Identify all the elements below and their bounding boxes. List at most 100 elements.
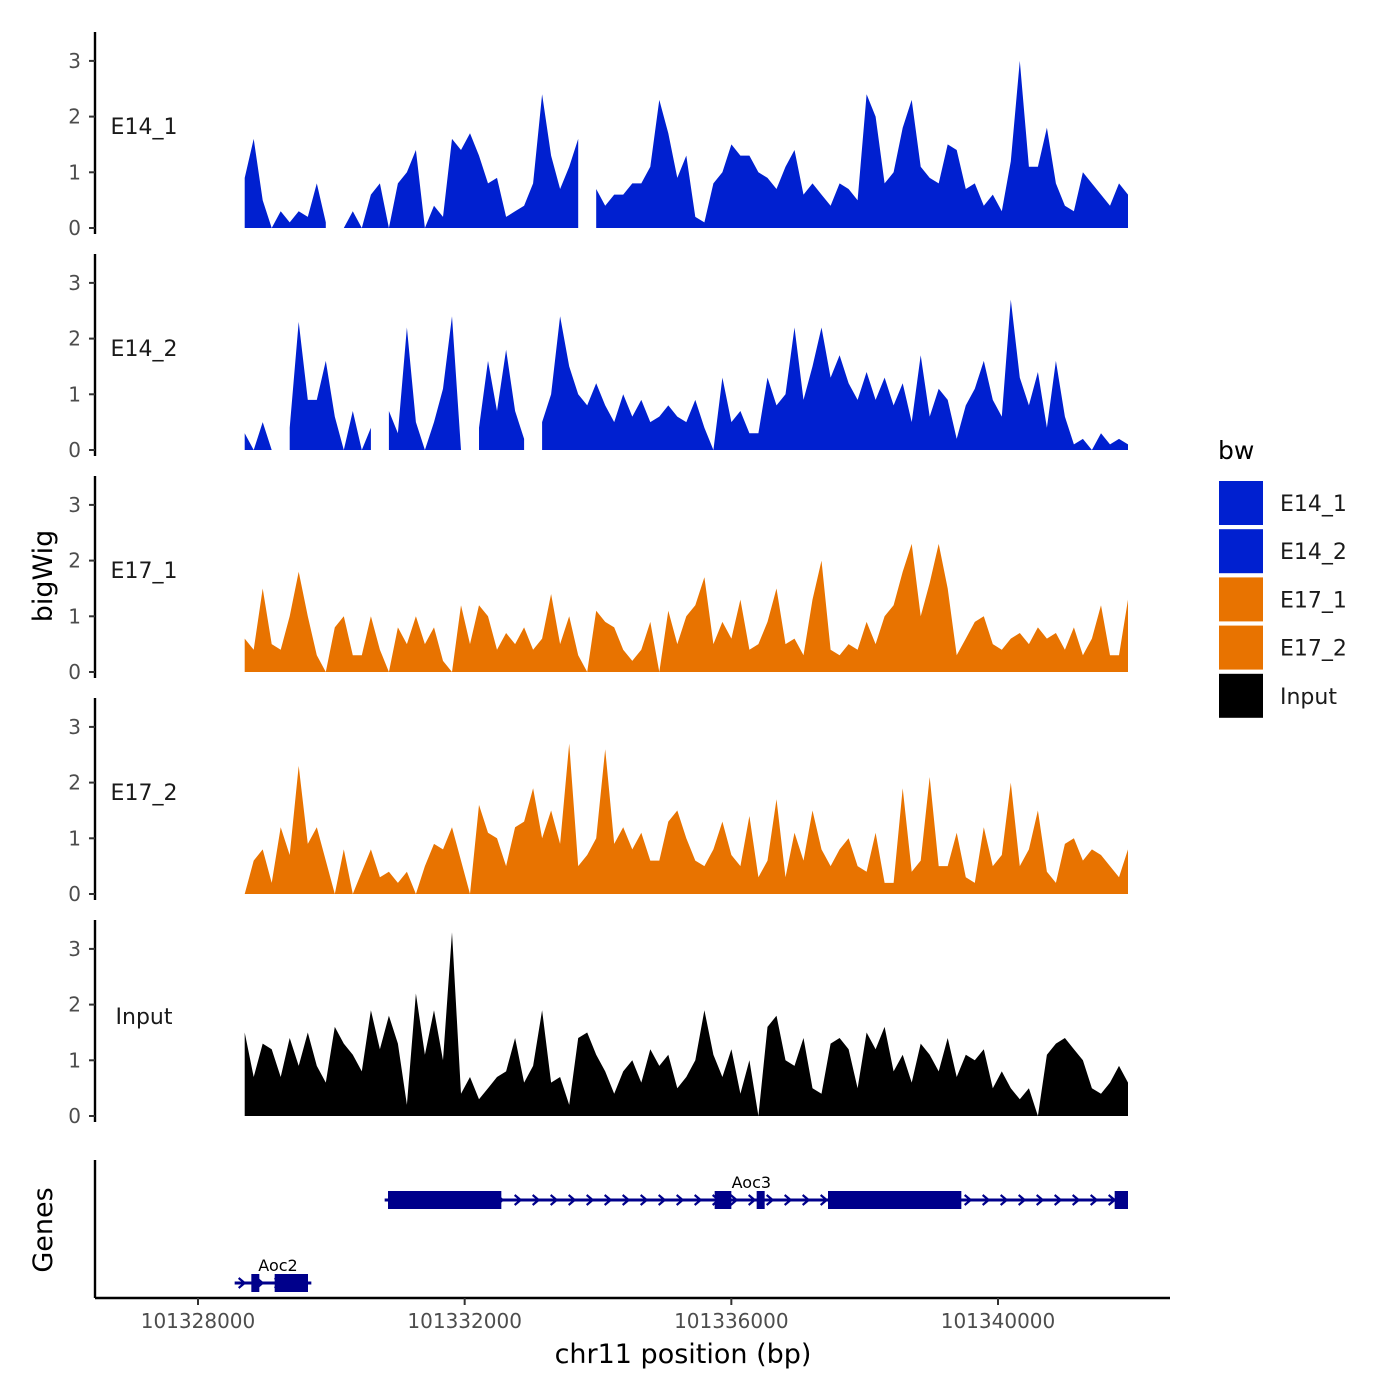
- gene-Aoc2: Aoc2: [234, 1256, 312, 1292]
- x-axis: 101328000 101332000 101336000 101340000: [95, 1296, 1170, 1333]
- legend-key-E17_1: [1219, 577, 1263, 622]
- y-tick-label: 1: [68, 382, 81, 406]
- exon: [756, 1191, 765, 1209]
- strand-arrow: [549, 1194, 559, 1206]
- strand-arrow: [1053, 1194, 1063, 1206]
- y-tick-label: 0: [68, 216, 81, 240]
- area-E14_1: [343, 94, 579, 228]
- track-label: E17_2: [111, 781, 178, 806]
- exon: [828, 1191, 962, 1209]
- area-E14_1: [244, 138, 326, 228]
- y-tick-label: 3: [68, 493, 81, 517]
- legend-key-Input: [1219, 673, 1263, 718]
- exon: [1114, 1191, 1128, 1209]
- gene-label: Aoc2: [258, 1256, 297, 1275]
- track-E17_2: 0 1 2 3 E17_2: [68, 698, 1128, 906]
- genes-axis-title: Genes: [28, 1187, 59, 1272]
- y-tick-label: 1: [68, 160, 81, 184]
- y-tick-label: 1: [68, 826, 81, 850]
- y-tick-label: 2: [68, 993, 81, 1017]
- x-tick-label: 101332000: [407, 1309, 522, 1333]
- area-Input: [244, 932, 1128, 1116]
- y-tick-label: 3: [68, 49, 81, 73]
- y-tick-label: 0: [68, 438, 81, 462]
- y-tick-label: 2: [68, 327, 81, 351]
- y-tick-label: 0: [68, 1104, 81, 1128]
- track-label: Input: [116, 1005, 173, 1030]
- tracks: 0 1 2 3 E14_1 0 1 2 3 E14_2 0 1 2 3 E17_1 0 1 2 3 E17_2 0 1 2 3…: [68, 32, 1128, 1128]
- area-E14_2: [542, 299, 1128, 450]
- strand-arrow: [657, 1194, 667, 1206]
- y-tick-label: 0: [68, 882, 81, 906]
- area-E17_2: [244, 743, 1128, 894]
- legend-label: E17_2: [1280, 637, 1347, 662]
- gene-Aoc3: Aoc3: [384, 1173, 1128, 1209]
- strand-arrow: [237, 1277, 247, 1289]
- gene-label: Aoc3: [732, 1173, 771, 1192]
- legend-key-E14_1: [1219, 481, 1263, 525]
- area-E14_2: [244, 422, 272, 450]
- y-tick-label: 3: [68, 937, 81, 961]
- y-tick-label: 2: [68, 549, 81, 573]
- track-E17_1: 0 1 2 3 E17_1: [68, 476, 1128, 684]
- legend-label: Input: [1280, 685, 1337, 710]
- strand-arrow: [603, 1194, 613, 1206]
- strand-arrow: [981, 1194, 991, 1206]
- strand-arrow: [513, 1194, 523, 1206]
- track-label: E14_1: [111, 115, 178, 140]
- strand-arrow: [729, 1194, 739, 1206]
- x-tick-label: 101328000: [141, 1309, 256, 1333]
- y-tick-label: 3: [68, 715, 81, 739]
- legend-title: bw: [1218, 436, 1254, 465]
- strand-arrow: [621, 1194, 631, 1206]
- strand-arrow: [1017, 1194, 1027, 1206]
- track-label: E17_1: [111, 559, 178, 584]
- legend-key-E14_2: [1219, 529, 1263, 574]
- x-tick-label: 101336000: [674, 1309, 789, 1333]
- strand-arrow: [585, 1194, 595, 1206]
- strand-arrow: [963, 1194, 973, 1206]
- exon: [251, 1274, 260, 1292]
- exon: [714, 1191, 732, 1209]
- strand-arrow: [801, 1194, 811, 1206]
- area-E17_1: [244, 543, 1128, 672]
- y-tick-label: 2: [68, 771, 81, 795]
- strand-arrow: [639, 1194, 649, 1206]
- y-tick-label: 1: [68, 604, 81, 628]
- area-E14_2: [479, 349, 525, 450]
- x-axis-title: chr11 position (bp): [555, 1339, 812, 1370]
- strand-arrow: [747, 1194, 757, 1206]
- gene-track: Aoc3 Aoc2: [93, 1160, 1128, 1298]
- area-E14_2: [388, 316, 461, 450]
- track-E14_2: 0 1 2 3 E14_2: [68, 254, 1128, 462]
- exon: [274, 1274, 308, 1292]
- x-tick-label: 101340000: [941, 1309, 1056, 1333]
- legend-label: E14_2: [1280, 540, 1347, 565]
- strand-arrow: [675, 1194, 685, 1206]
- exon: [388, 1191, 502, 1209]
- strand-arrow: [567, 1194, 577, 1206]
- strand-arrow: [819, 1194, 829, 1206]
- y-tick-label: 2: [68, 105, 81, 129]
- legend: bw E14_1 E14_2 E17_1 E17_2 Input: [1218, 436, 1347, 718]
- area-E14_2: [289, 321, 371, 450]
- area-E14_1: [596, 60, 1128, 229]
- strand-arrow: [1071, 1194, 1081, 1206]
- legend-label: E17_1: [1280, 588, 1347, 613]
- strand-arrow: [1089, 1194, 1099, 1206]
- strand-arrow: [693, 1194, 703, 1206]
- legend-key-E17_2: [1219, 625, 1263, 670]
- track-label: E14_2: [111, 337, 178, 362]
- y-tick-label: 1: [68, 1048, 81, 1072]
- legend-label: E14_1: [1280, 492, 1347, 517]
- track-E14_1: 0 1 2 3 E14_1: [68, 32, 1128, 240]
- y-axis-title: bigWig: [28, 530, 59, 623]
- strand-arrow: [1035, 1194, 1045, 1206]
- strand-arrow: [783, 1194, 793, 1206]
- track-Input: 0 1 2 3 Input: [68, 920, 1128, 1128]
- y-tick-label: 0: [68, 660, 81, 684]
- strand-arrow: [531, 1194, 541, 1206]
- strand-arrow: [765, 1194, 775, 1206]
- strand-arrow: [999, 1194, 1009, 1206]
